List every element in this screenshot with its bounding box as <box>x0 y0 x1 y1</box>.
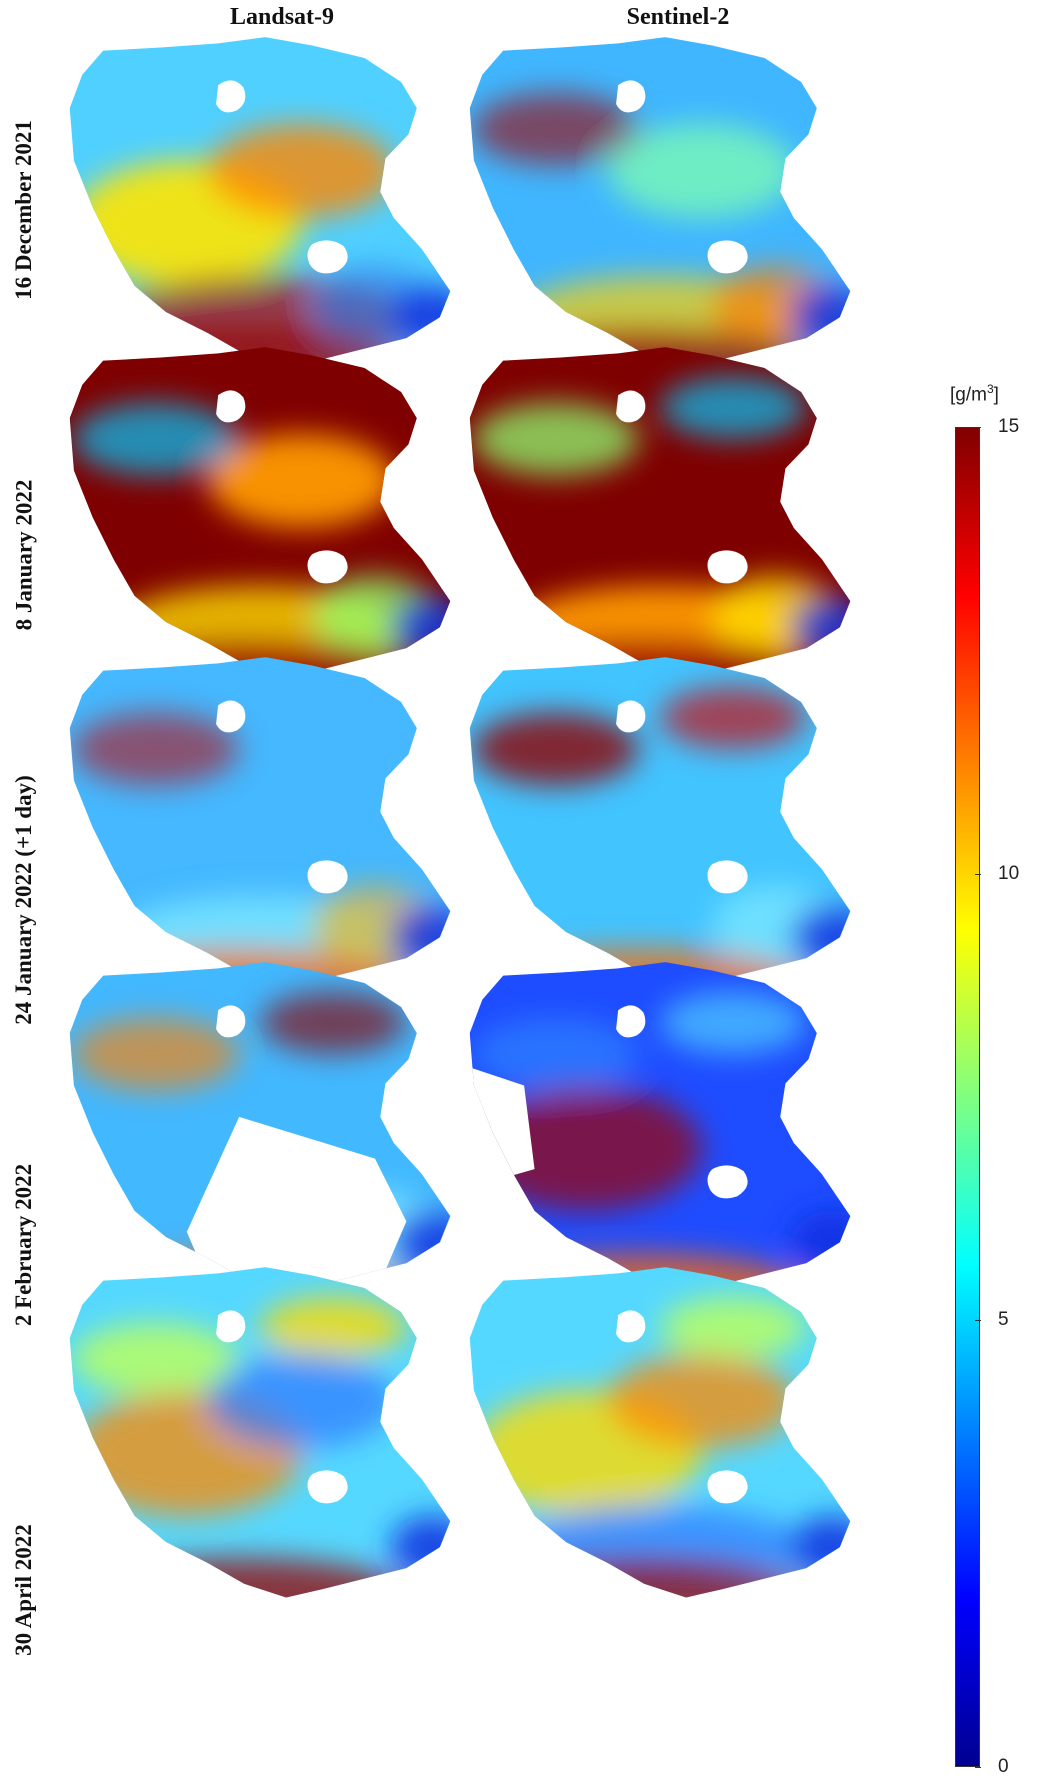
island <box>707 860 748 894</box>
sentinel-map-panel <box>460 35 860 380</box>
colorbar-tick-mark <box>975 427 981 428</box>
island <box>216 390 246 423</box>
row-label-1: 16 December 2021 <box>11 120 36 300</box>
sentinel-map-panel <box>460 655 860 1000</box>
concentration-patch <box>471 1017 640 1091</box>
se-corner-low <box>390 285 451 349</box>
concentration-patch <box>471 1085 702 1211</box>
concentration-patch <box>660 686 807 750</box>
colorbar-tick-label: 15 <box>998 416 1020 437</box>
lake-map <box>469 347 851 678</box>
colorbar-gradient <box>955 427 980 1767</box>
concentration-patch <box>207 123 396 218</box>
colorbar-frame <box>955 427 980 1767</box>
concentration-patch <box>71 402 240 476</box>
island <box>616 700 646 733</box>
island <box>216 1310 246 1343</box>
landsat-map-panel <box>60 345 460 690</box>
island <box>616 1310 646 1343</box>
lake-map <box>469 37 851 368</box>
landsat-map-panel <box>60 960 460 1305</box>
colorbar-tick-mark <box>975 873 981 875</box>
island <box>216 1005 246 1038</box>
colorbar-tick-label: 5 <box>998 1309 1009 1331</box>
se-corner-low <box>390 905 451 969</box>
island <box>707 1165 748 1199</box>
concentration-patch <box>660 376 807 440</box>
concentration-patch <box>71 1017 240 1091</box>
island <box>307 240 348 274</box>
se-corner-low <box>390 595 451 659</box>
sentinel-map-panel <box>460 1265 860 1610</box>
column-header-landsat: Landsat-9 <box>229 4 335 30</box>
colorbar-tick-mark <box>975 1767 981 1768</box>
concentration-patch <box>660 991 807 1055</box>
se-corner-low <box>390 1210 451 1274</box>
island <box>216 700 246 733</box>
lake-map <box>69 1267 451 1598</box>
island <box>307 860 348 894</box>
island <box>307 1165 348 1199</box>
lake-map <box>69 962 451 1293</box>
island <box>616 80 646 113</box>
row-label-2: 8 January 2022 <box>11 479 37 631</box>
island <box>307 550 348 584</box>
concentration-patch <box>607 123 796 218</box>
lake-map <box>469 962 851 1293</box>
landsat-map-panel <box>60 655 460 1000</box>
island <box>616 1005 646 1038</box>
island <box>707 1470 748 1504</box>
concentration-patch <box>260 991 407 1055</box>
colorbar-unit: [g/m3] <box>950 382 999 406</box>
lake-map <box>69 347 451 678</box>
colorbar-tick-label: 0 <box>998 1756 1009 1777</box>
se-corner-low <box>790 905 851 969</box>
lake-map <box>69 37 451 368</box>
se-corner-low <box>790 1515 851 1579</box>
row-label-4: 2 February 2022 <box>11 1163 37 1327</box>
colorbar-tick-mark <box>975 1320 981 1322</box>
island <box>616 390 646 423</box>
concentration-patch <box>471 712 640 786</box>
row-label-5: 30 April 2022 <box>11 1524 36 1656</box>
concentration-patch <box>471 402 640 476</box>
concentration-patch <box>207 433 396 528</box>
concentration-patch <box>471 92 640 166</box>
lake-map <box>69 657 451 988</box>
landsat-map-panel <box>60 35 460 380</box>
concentration-patch <box>71 712 240 786</box>
island <box>216 80 246 113</box>
column-header-sentinel: Sentinel-2 <box>626 4 730 30</box>
se-corner-low <box>790 285 851 349</box>
island <box>707 550 748 584</box>
concentration-patch <box>607 1353 796 1448</box>
sentinel-map-panel <box>460 345 860 690</box>
lake-map <box>469 1267 851 1598</box>
se-corner-low <box>390 1515 451 1579</box>
concentration-patch <box>71 1322 240 1396</box>
no-data-region <box>186 1116 407 1293</box>
lake-map <box>469 657 851 988</box>
row-label-3: 24 January 2022 (+1 day) <box>11 775 37 1025</box>
concentration-patch <box>260 1296 407 1360</box>
sentinel-map-panel <box>460 960 860 1305</box>
concentration-patch <box>207 1353 396 1448</box>
island <box>307 1470 348 1504</box>
se-corner-low <box>790 1210 851 1274</box>
island <box>707 240 748 274</box>
se-corner-low <box>790 595 851 659</box>
colorbar-tick-label: 10 <box>998 862 1020 884</box>
landsat-map-panel <box>60 1265 460 1610</box>
concentration-patch <box>660 1296 807 1360</box>
